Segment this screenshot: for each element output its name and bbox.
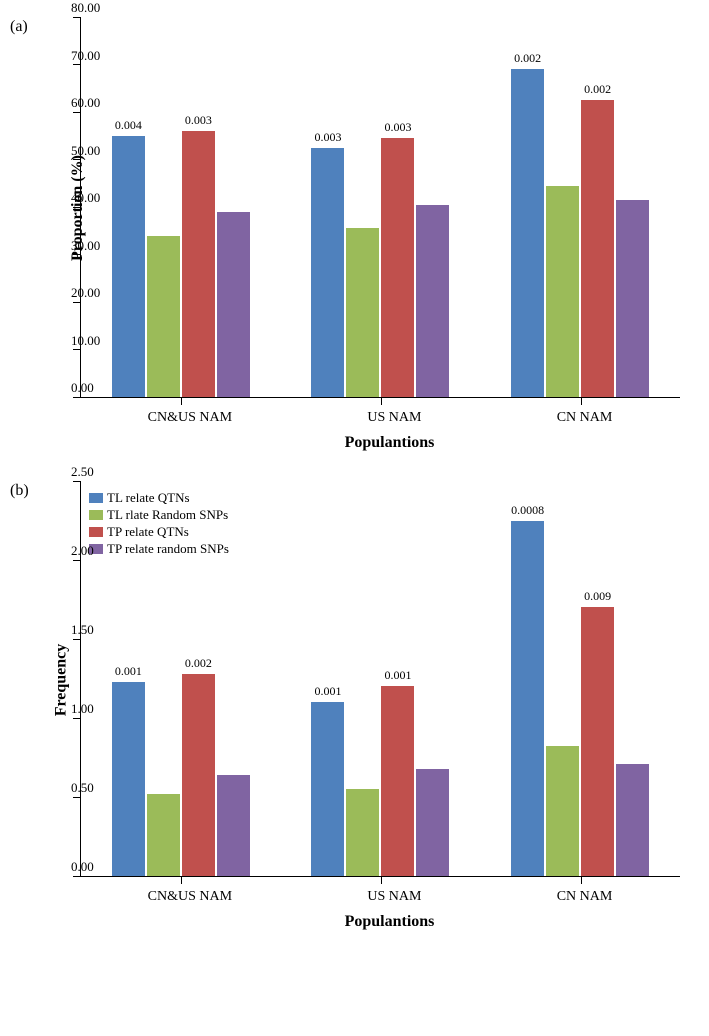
bar: 0.001	[112, 682, 145, 876]
y-tick	[73, 560, 81, 561]
panel-b-label: (b)	[10, 482, 29, 500]
y-tick-label: 0.00	[71, 859, 81, 875]
bar: 0.001	[311, 702, 344, 876]
x-category-label: CN NAM	[557, 889, 613, 905]
bar	[346, 789, 379, 876]
y-tick-label: 10.00	[71, 333, 81, 349]
y-tick	[73, 639, 81, 640]
x-tick	[381, 397, 382, 405]
y-tick	[73, 17, 81, 18]
bar: 0.0008	[511, 521, 544, 877]
chart-b-wrap: Frequency TL relate QTNsTL rlate Random …	[80, 482, 699, 877]
bars-row-b: 0.001 0.002 0.001 0.001 0.0008 0.009	[81, 482, 680, 876]
y-tick-label: 40.00	[71, 190, 81, 206]
x-category-label: CN&US NAM	[148, 889, 232, 905]
bar-value-label: 0.002	[185, 656, 212, 671]
bar-group: 0.0008 0.009	[511, 521, 649, 877]
x-tick	[181, 876, 182, 884]
x-category-label: US NAM	[367, 410, 421, 426]
bar-value-label: 0.003	[185, 113, 212, 128]
bar: 0.002	[581, 100, 614, 397]
y-tick	[73, 797, 81, 798]
bar-value-label: 0.009	[584, 589, 611, 604]
bar	[416, 769, 449, 876]
bar	[616, 764, 649, 876]
bar-value-label: 0.002	[584, 82, 611, 97]
bar-group: 0.003 0.003	[311, 138, 449, 397]
bar	[217, 212, 250, 397]
plot-area-a: 0.0040.0030.0030.0030.0020.002 0.0010.00…	[80, 18, 680, 398]
y-tick	[73, 397, 81, 398]
bar-value-label: 0.001	[384, 668, 411, 683]
y-tick-label: 60.00	[71, 95, 81, 111]
bars-row-a: 0.004 0.003 0.003 0.003 0.002 0.002	[81, 18, 680, 397]
y-tick-label: 1.50	[71, 622, 81, 638]
y-tick-label: 0.50	[71, 780, 81, 796]
x-axis-title-a: Populantions	[80, 434, 699, 452]
bar: 0.009	[581, 607, 614, 876]
y-tick	[73, 349, 81, 350]
bar: 0.002	[511, 69, 544, 397]
bar-value-label: 0.002	[514, 51, 541, 66]
bar	[416, 205, 449, 397]
x-labels-a: CN&US NAM US NAM CN NAM	[80, 410, 680, 426]
bar	[546, 746, 579, 876]
x-category-label: US NAM	[367, 889, 421, 905]
y-tick-label: 1.00	[71, 701, 81, 717]
bar	[147, 794, 180, 876]
y-tick	[73, 481, 81, 482]
panel-a-label: (a)	[10, 18, 28, 36]
bar: 0.003	[182, 131, 215, 397]
y-tick	[73, 876, 81, 877]
x-category-label: CN NAM	[557, 410, 613, 426]
x-labels-b: CN&US NAM US NAM CN NAM	[80, 889, 680, 905]
y-tick-label: 0.00	[71, 380, 81, 396]
bar	[346, 228, 379, 397]
panel-a: (a) Proportion (%) 0.0040.0030.0030.0030…	[10, 18, 699, 452]
bar-value-label: 0.001	[115, 664, 142, 679]
y-tick	[73, 254, 81, 255]
bar	[147, 236, 180, 398]
x-tick	[581, 876, 582, 884]
panel-b: (b) Frequency TL relate QTNsTL rlate Ran…	[10, 482, 699, 931]
bar: 0.001	[381, 686, 414, 876]
y-tick	[73, 64, 81, 65]
bar: 0.002	[182, 674, 215, 876]
bar-value-label: 0.003	[314, 130, 341, 145]
x-category-label: CN&US NAM	[148, 410, 232, 426]
y-tick-label: 50.00	[71, 143, 81, 159]
x-tick	[181, 397, 182, 405]
y-tick-label: 70.00	[71, 48, 81, 64]
bar-group: 0.002 0.002	[511, 69, 649, 397]
bar: 0.003	[381, 138, 414, 397]
y-tick	[73, 718, 81, 719]
bar-value-label: 0.003	[384, 120, 411, 135]
bar-value-label: 0.001	[314, 684, 341, 699]
bar-group: 0.001 0.001	[311, 686, 449, 876]
y-tick-label: 2.00	[71, 543, 81, 559]
y-axis-label-b: Frequency	[52, 643, 70, 716]
y-tick-label: 80.00	[71, 0, 81, 16]
bar: 0.003	[311, 148, 344, 397]
bar: 0.004	[112, 136, 145, 397]
x-tick	[381, 876, 382, 884]
x-axis-title-b: Populantions	[80, 913, 699, 931]
bar-group: 0.004 0.003	[112, 131, 250, 397]
bar	[546, 186, 579, 397]
y-tick	[73, 112, 81, 113]
y-tick-label: 2.50	[71, 464, 81, 480]
y-tick-label: 30.00	[71, 238, 81, 254]
plot-area-b: TL relate QTNsTL rlate Random SNPsTP rel…	[80, 482, 680, 877]
x-tick	[581, 397, 582, 405]
bar	[217, 775, 250, 876]
y-tick	[73, 302, 81, 303]
bar-value-label: 0.004	[115, 118, 142, 133]
bar-value-label: 0.0008	[511, 503, 544, 518]
chart-a-wrap: Proportion (%) 0.0040.0030.0030.0030.002…	[80, 18, 699, 398]
y-tick-label: 20.00	[71, 285, 81, 301]
bar	[616, 200, 649, 397]
y-tick	[73, 159, 81, 160]
bar-group: 0.001 0.002	[112, 674, 250, 876]
y-tick	[73, 207, 81, 208]
